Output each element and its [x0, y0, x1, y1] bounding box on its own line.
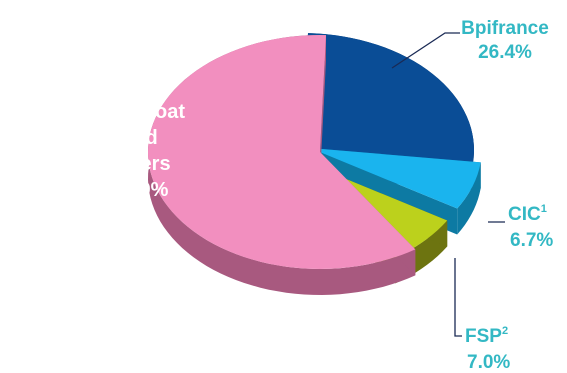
pie-slices	[147, 33, 481, 295]
label-bpifrance-name: Bpifrance	[461, 18, 549, 39]
leader-line-bpifrance	[391, 32, 460, 69]
label-fsp: FSP2 7.0%	[465, 325, 510, 373]
label-fsp-superscript: 2	[502, 325, 508, 337]
label-cic-value: 6.7%	[510, 230, 553, 251]
label-free-float: Free float and others 59.9%	[95, 101, 185, 201]
label-free-float-line-2: and	[122, 127, 158, 149]
slice-free-float	[147, 35, 416, 295]
label-fsp-value: 7.0%	[467, 352, 510, 373]
label-cic: CIC1 6.7%	[508, 203, 553, 251]
label-fsp-name: FSP2	[465, 325, 508, 347]
label-bpifrance-value: 26.4%	[478, 42, 532, 63]
slice-free-float-side	[148, 35, 416, 295]
label-free-float-value: 59.9%	[112, 179, 169, 201]
label-bpifrance: Bpifrance 26.4%	[461, 18, 549, 63]
label-free-float-line-3: others	[109, 153, 170, 175]
slice-cic-side	[457, 162, 481, 235]
label-free-float-line-1: Free float	[95, 101, 185, 123]
label-cic-name: CIC1	[508, 203, 547, 225]
label-cic-superscript: 1	[541, 203, 547, 215]
slice-free-float-top	[147, 35, 416, 269]
leader-lines	[391, 32, 505, 337]
slice-bpifrance-top	[302, 33, 475, 165]
leader-line-fsp	[454, 258, 462, 337]
slice-cic-top	[310, 148, 481, 209]
slice-free-float-face-2	[320, 35, 327, 178]
